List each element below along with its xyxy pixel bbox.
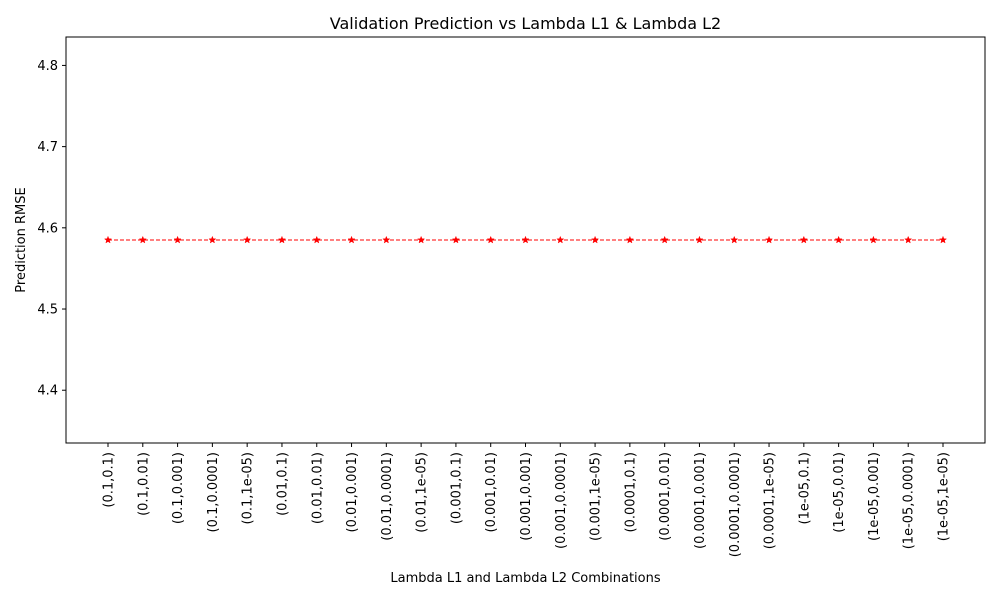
x-tick-label: (1e-05,1e-05) bbox=[937, 452, 952, 541]
x-tick-label: (0.0001,1e-05) bbox=[763, 452, 778, 549]
x-tick-label: (0.01,0.001) bbox=[345, 452, 360, 532]
x-tick-label: (0.0001,0.1) bbox=[623, 452, 638, 532]
x-tick-label: (1e-05,0.001) bbox=[867, 452, 882, 541]
x-tick-label: (0.1,0.0001) bbox=[206, 452, 221, 532]
x-tick-label: (0.01,0.1) bbox=[275, 452, 290, 516]
x-tick-label: (0.001,1e-05) bbox=[589, 452, 604, 541]
data-point bbox=[277, 235, 287, 244]
x-tick-label: (1e-05,0.0001) bbox=[902, 452, 917, 549]
x-tick-label: (0.01,0.0001) bbox=[380, 452, 395, 541]
x-tick-label: (0.0001,0.0001) bbox=[728, 452, 743, 557]
data-point bbox=[730, 235, 739, 244]
x-tick-label: (1e-05,0.01) bbox=[832, 452, 847, 533]
data-point bbox=[521, 235, 530, 244]
data-point bbox=[938, 235, 948, 244]
y-tick-label: 4.6 bbox=[37, 221, 58, 236]
y-tick-label: 4.5 bbox=[37, 303, 58, 318]
y-tick-label: 4.7 bbox=[37, 140, 58, 155]
y-axis-title: Prediction RMSE bbox=[14, 187, 29, 292]
data-point bbox=[347, 235, 356, 244]
x-axis-title: Lambda L1 and Lambda L2 Combinations bbox=[390, 571, 660, 586]
x-tick-label: (0.1,0.1) bbox=[102, 452, 117, 508]
series-layer bbox=[103, 235, 948, 244]
chart-title: Validation Prediction vs Lambda L1 & Lam… bbox=[330, 14, 721, 33]
data-point bbox=[556, 235, 565, 244]
data-point bbox=[869, 235, 878, 244]
data-point bbox=[904, 235, 913, 244]
data-point bbox=[764, 235, 774, 244]
data-point bbox=[103, 235, 113, 244]
x-tick-label: (0.0001,0.01) bbox=[658, 452, 673, 541]
data-point bbox=[417, 235, 426, 244]
data-point bbox=[243, 235, 252, 244]
x-tick-label: (0.0001,0.001) bbox=[693, 452, 708, 549]
y-axis: 4.4 4.5 4.6 4.7 4.8 bbox=[37, 59, 66, 399]
data-point bbox=[173, 235, 182, 244]
x-tick-label: (1e-05,0.1) bbox=[797, 452, 812, 524]
x-axis: (0.1,0.1) (0.1,0.01) (0.1,0.001) (0.1,0.000… bbox=[102, 443, 952, 557]
data-point bbox=[590, 235, 600, 244]
data-point bbox=[451, 235, 461, 244]
x-tick-label: (0.001,0.0001) bbox=[554, 452, 569, 549]
data-point bbox=[312, 235, 321, 244]
y-tick-label: 4.4 bbox=[37, 384, 58, 399]
data-point bbox=[208, 235, 217, 244]
data-point bbox=[138, 235, 147, 244]
x-tick-label: (0.001,0.001) bbox=[519, 452, 534, 541]
data-point bbox=[799, 235, 808, 244]
data-point bbox=[660, 235, 669, 244]
y-tick-label: 4.8 bbox=[37, 59, 58, 74]
x-tick-label: (0.001,0.01) bbox=[484, 452, 499, 532]
data-point bbox=[695, 235, 704, 244]
data-point bbox=[486, 235, 495, 244]
x-tick-label: (0.01,0.01) bbox=[310, 452, 325, 524]
x-tick-label: (0.1,0.001) bbox=[171, 452, 186, 524]
x-tick-label: (0.1,1e-05) bbox=[241, 452, 256, 524]
data-point bbox=[382, 235, 391, 244]
data-point bbox=[834, 235, 843, 244]
x-tick-label: (0.001,0.1) bbox=[449, 452, 464, 524]
x-tick-label: (0.1,0.01) bbox=[136, 452, 151, 516]
data-point bbox=[625, 235, 634, 244]
x-tick-label: (0.01,1e-05) bbox=[415, 452, 430, 533]
